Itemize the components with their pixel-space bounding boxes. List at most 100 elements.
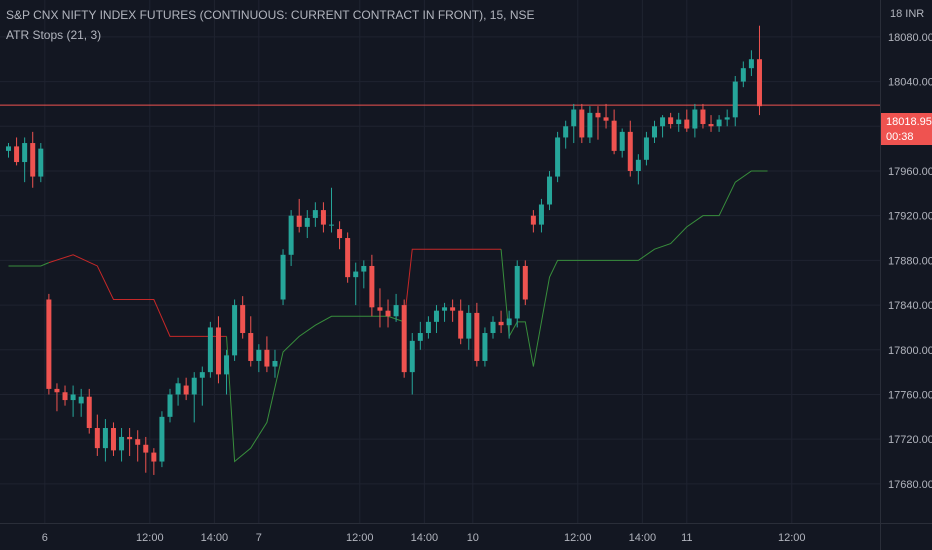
candle[interactable] xyxy=(159,411,165,468)
candle[interactable] xyxy=(215,316,221,384)
candle[interactable] xyxy=(756,25,762,116)
candle[interactable] xyxy=(135,430,141,462)
candle[interactable] xyxy=(619,128,625,158)
candle[interactable] xyxy=(506,310,512,339)
candle[interactable] xyxy=(280,249,286,306)
candle[interactable] xyxy=(62,385,68,406)
candle[interactable] xyxy=(119,428,125,462)
candle[interactable] xyxy=(474,302,480,367)
candle[interactable] xyxy=(482,327,488,367)
candle[interactable] xyxy=(724,109,730,127)
candle[interactable] xyxy=(151,448,157,475)
candle[interactable] xyxy=(38,143,44,183)
candle[interactable] xyxy=(466,305,472,350)
candle[interactable] xyxy=(748,50,754,76)
candle[interactable] xyxy=(668,112,674,129)
candle[interactable] xyxy=(740,61,746,88)
candle[interactable] xyxy=(175,377,181,406)
candle[interactable] xyxy=(401,299,407,378)
candle[interactable] xyxy=(248,316,254,367)
candle[interactable] xyxy=(191,372,197,423)
candle[interactable] xyxy=(643,131,649,166)
candle[interactable] xyxy=(417,321,423,350)
candle[interactable] xyxy=(70,385,76,417)
candle[interactable] xyxy=(611,109,617,155)
indicator-label[interactable]: ATR Stops (21, 3) xyxy=(6,28,102,42)
candle[interactable] xyxy=(393,293,399,322)
candle[interactable] xyxy=(207,321,213,378)
candle[interactable] xyxy=(312,202,318,227)
candle[interactable] xyxy=(240,296,246,339)
candle[interactable] xyxy=(635,154,641,185)
candle[interactable] xyxy=(320,202,326,233)
candle[interactable] xyxy=(127,428,133,456)
candle[interactable] xyxy=(684,109,690,132)
candle[interactable] xyxy=(716,115,722,132)
candle[interactable] xyxy=(458,299,464,345)
candle[interactable] xyxy=(54,383,60,412)
candle[interactable] xyxy=(361,260,367,289)
candle[interactable] xyxy=(377,288,383,328)
candle[interactable] xyxy=(30,131,36,188)
candle[interactable] xyxy=(490,316,496,339)
candle[interactable] xyxy=(345,232,351,283)
candle[interactable] xyxy=(337,221,343,250)
candle[interactable] xyxy=(296,198,302,233)
candle-body xyxy=(393,305,399,317)
candle[interactable] xyxy=(385,299,391,328)
candle[interactable] xyxy=(627,120,633,177)
candle[interactable] xyxy=(78,388,84,417)
candle[interactable] xyxy=(425,316,431,339)
candle[interactable] xyxy=(102,419,108,462)
candle[interactable] xyxy=(14,137,20,166)
candle[interactable] xyxy=(587,106,593,144)
candle[interactable] xyxy=(304,210,310,239)
candle[interactable] xyxy=(522,260,528,306)
candle[interactable] xyxy=(514,260,520,328)
candle[interactable] xyxy=(22,137,28,183)
candle[interactable] xyxy=(692,103,698,138)
candle[interactable] xyxy=(199,366,205,406)
candle-body xyxy=(482,333,488,361)
candle[interactable] xyxy=(329,187,334,233)
candle[interactable] xyxy=(369,254,375,317)
candle[interactable] xyxy=(498,310,504,334)
candle[interactable] xyxy=(555,131,561,183)
candle[interactable] xyxy=(732,75,738,127)
candle[interactable] xyxy=(547,170,553,211)
candle[interactable] xyxy=(603,103,609,129)
candle[interactable] xyxy=(167,388,173,423)
candle[interactable] xyxy=(579,103,585,144)
candle[interactable] xyxy=(46,293,52,395)
candle[interactable] xyxy=(660,115,666,138)
candle[interactable] xyxy=(652,120,657,144)
candle[interactable] xyxy=(708,115,714,132)
candle[interactable] xyxy=(353,262,359,306)
candle[interactable] xyxy=(538,198,544,233)
candle[interactable] xyxy=(264,336,270,373)
candle[interactable] xyxy=(288,210,294,266)
candle[interactable] xyxy=(143,436,149,473)
candle[interactable] xyxy=(442,302,448,322)
candle[interactable] xyxy=(563,120,569,149)
candle[interactable] xyxy=(433,305,439,334)
candle[interactable] xyxy=(450,299,456,322)
price-tick-label: 18080.00 xyxy=(888,32,932,44)
candle[interactable] xyxy=(700,103,706,129)
candle[interactable] xyxy=(86,388,92,434)
candle[interactable] xyxy=(94,414,100,456)
candle[interactable] xyxy=(183,377,189,401)
candle[interactable] xyxy=(256,344,262,373)
time-tick-label: 14:00 xyxy=(201,532,229,544)
candle[interactable] xyxy=(232,299,238,361)
candle[interactable] xyxy=(6,143,11,158)
candle[interactable] xyxy=(571,103,577,144)
candle[interactable] xyxy=(272,349,278,378)
candle[interactable] xyxy=(676,112,682,132)
candle[interactable] xyxy=(110,422,116,456)
candle[interactable] xyxy=(530,210,536,233)
candle[interactable] xyxy=(409,333,415,395)
candle[interactable] xyxy=(595,106,601,140)
candle[interactable] xyxy=(224,349,230,395)
